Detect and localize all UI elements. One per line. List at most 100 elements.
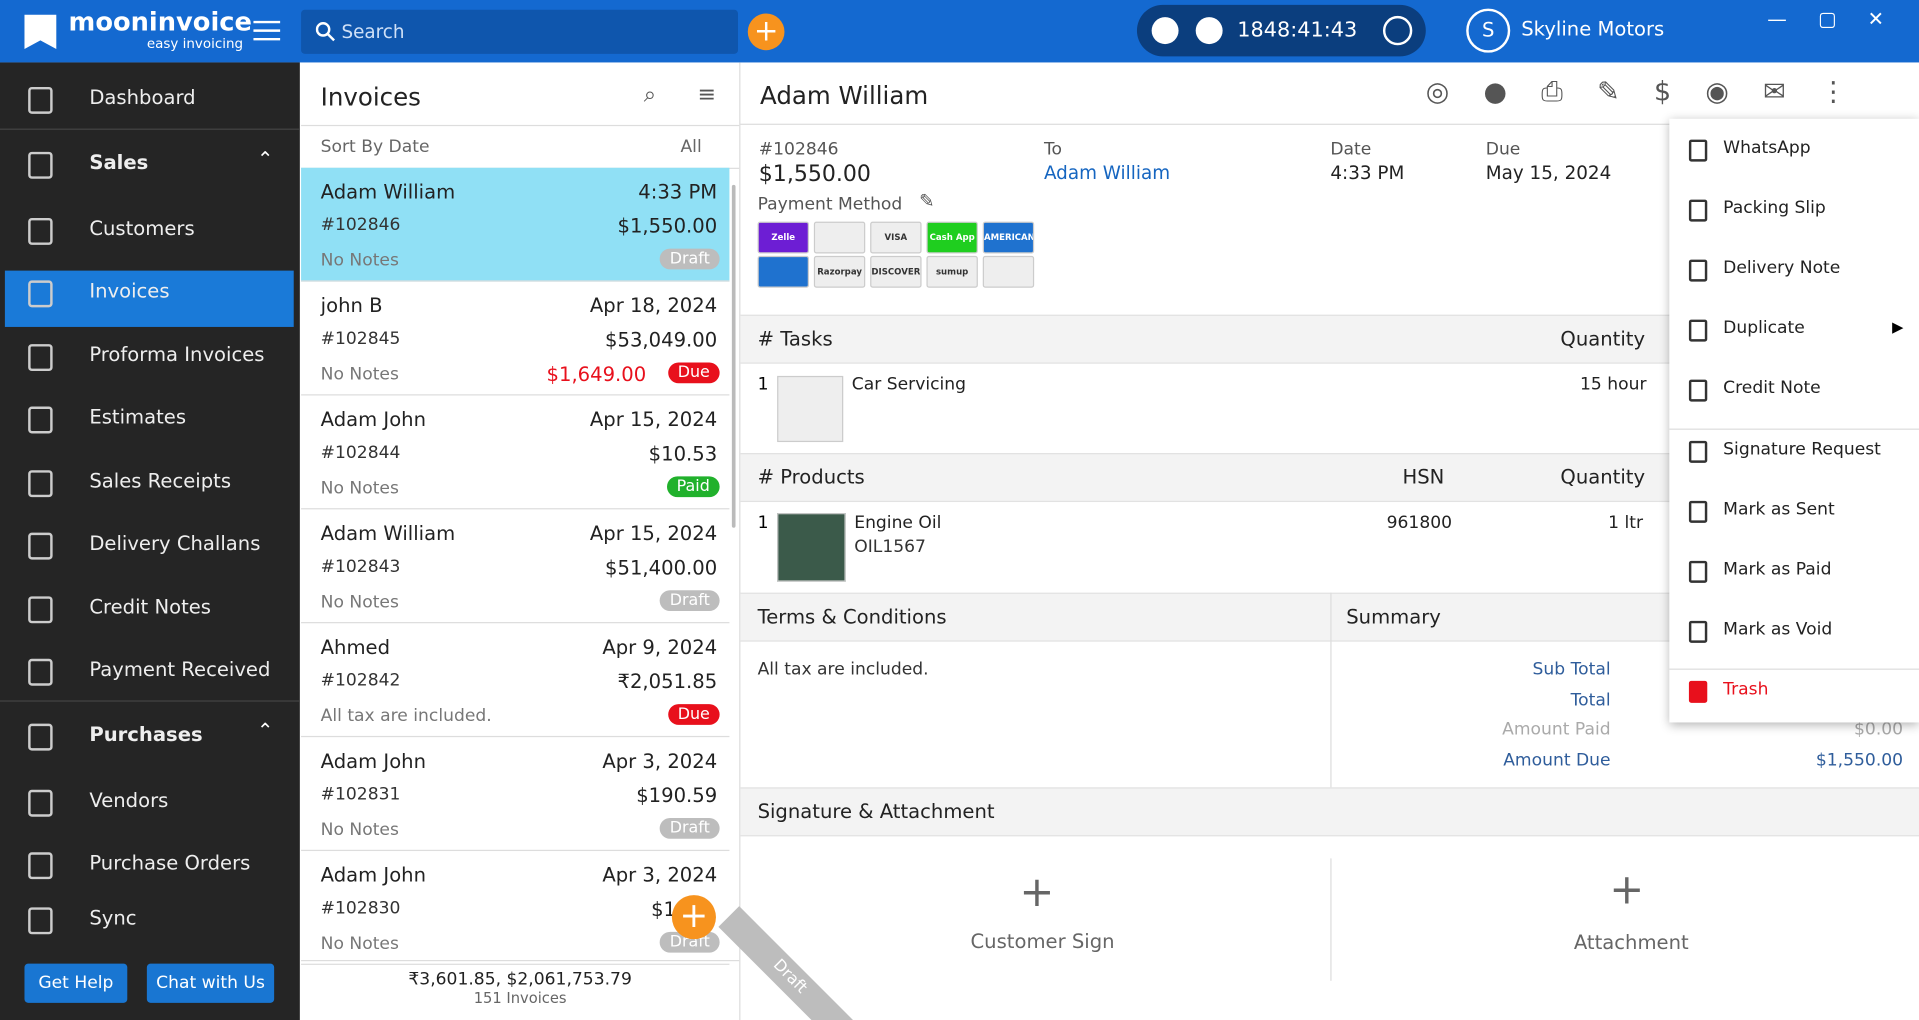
customer-sign[interactable]: Customer Sign — [970, 929, 1115, 953]
invoice-number: #102845 — [320, 329, 401, 349]
sort-bar: Sort By Date All — [301, 124, 740, 169]
task-name: Car Servicing — [851, 374, 967, 395]
nav-item[interactable]: Payment Received — [89, 657, 271, 681]
invoice-customer: Adam John — [320, 863, 427, 887]
nav-item[interactable]: Customers — [89, 216, 195, 241]
invoice-row[interactable]: john B Apr 18, 2024 #102845 $53,049.00 No No… — [301, 282, 730, 396]
product-image — [777, 513, 846, 582]
invoice-row[interactable]: Adam William 4:33 PM #102846 $1,550.00 No No… — [301, 167, 730, 282]
logo-icon — [24, 14, 57, 49]
get-help-button[interactable]: Get Help — [24, 963, 128, 1003]
menu-icon — [1688, 440, 1708, 463]
products-hsn-header: HSN — [1402, 465, 1445, 489]
fab-add[interactable]: + — [671, 895, 716, 940]
nav-icon — [28, 789, 53, 817]
scrollbar — [731, 184, 736, 528]
menu-item[interactable]: Trash — [1723, 679, 1769, 700]
product-name: Engine Oil — [854, 513, 942, 533]
nav-item[interactable]: Sync — [89, 906, 137, 930]
menu-item[interactable]: Mark as Void — [1723, 619, 1833, 640]
menu-divider — [1669, 668, 1919, 670]
column-divider — [1330, 592, 1332, 788]
payment-logo — [982, 255, 1035, 288]
invoice-notes: No Notes — [320, 934, 399, 954]
collapse-arrow: ⌃ — [257, 146, 274, 171]
invoice-number: #102830 — [320, 898, 401, 919]
nav-item[interactable]: Estimates — [89, 405, 187, 429]
summary-header: Summary — [1346, 604, 1441, 629]
invoice-date: Apr 15, 2024 — [589, 521, 718, 545]
invoice-row[interactable]: Ahmed Apr 9, 2024 #102842 ₹2,051.85 All tax … — [301, 623, 730, 738]
nav-item[interactable]: Invoices — [89, 279, 170, 303]
to-name[interactable]: Adam William — [1043, 161, 1171, 184]
nav-icon — [28, 86, 53, 114]
tagline: easy invoicing — [146, 35, 244, 52]
nav-item[interactable]: Purchase Orders — [89, 851, 251, 875]
nav-item[interactable]: Proforma Invoices — [89, 342, 265, 367]
product-hsn: 961800 — [1386, 513, 1453, 533]
invoice-date: Apr 3, 2024 — [602, 749, 718, 773]
invoice-row[interactable]: Adam John Apr 3, 2024 #102830 $1 No Notes Dra… — [301, 851, 730, 965]
nav-item[interactable]: Sales Receipts — [89, 468, 232, 493]
invoice-customer: Ahmed — [320, 635, 391, 659]
invoice-row[interactable]: Adam William Apr 15, 2024 #102843 $51,400.0… — [301, 509, 730, 624]
chat-button[interactable]: Chat with Us — [146, 963, 275, 1003]
summary-label: Total — [1570, 690, 1611, 710]
list-filter[interactable]: ≡ — [697, 82, 717, 108]
invoice-row[interactable]: Adam John Apr 3, 2024 #102831 $190.59 No Not… — [301, 737, 730, 852]
menu-item[interactable]: Duplicate — [1723, 318, 1805, 338]
stop-button[interactable] — [1195, 17, 1223, 45]
nav-section[interactable]: Sales — [89, 150, 149, 174]
date: 4:33 PM — [1330, 161, 1405, 184]
menu-item[interactable]: Delivery Note — [1723, 258, 1841, 278]
nav-section[interactable]: Purchases — [89, 722, 203, 746]
invoice-date: Apr 9, 2024 — [602, 635, 718, 659]
nav-item[interactable]: Delivery Challans — [89, 531, 261, 555]
invoice-amount: ₹2,051.85 — [617, 669, 718, 694]
invoice-status: Due — [667, 362, 720, 384]
attachment[interactable]: Attachment — [1573, 930, 1689, 954]
filter[interactable]: All — [680, 137, 702, 157]
nav-icon — [28, 658, 53, 686]
window-controls[interactable]: — ▢ ✕ — [1767, 7, 1884, 31]
timer: 1848:41:43 — [1136, 4, 1426, 57]
pause-button[interactable] — [1151, 17, 1179, 45]
edit-payment[interactable]: ✎ — [919, 189, 935, 212]
invoice-row[interactable]: Adam John Apr 15, 2024 #102844 $10.53 No Not… — [301, 396, 730, 510]
nav-item[interactable]: Credit Notes — [89, 595, 212, 619]
toolbar[interactable]: ◎●⎙✎$◉✉⋮ — [1425, 77, 1882, 108]
menu-item[interactable]: WhatsApp — [1723, 138, 1811, 158]
product-index: 1 — [757, 513, 769, 533]
add-button[interactable]: + — [747, 13, 785, 51]
invoice-amount: $53,049.00 — [605, 328, 718, 352]
menu-icon — [1688, 680, 1708, 703]
section-header — [740, 787, 1919, 837]
tasks-quantity-header: Quantity — [1560, 326, 1646, 351]
menu-button[interactable] — [253, 20, 281, 42]
nav-item[interactable]: Vendors — [89, 788, 169, 812]
menu-item[interactable]: Mark as Paid — [1723, 559, 1832, 580]
timer-value: 1848:41:43 — [1237, 18, 1358, 43]
menu-item[interactable]: Credit Note — [1723, 378, 1821, 398]
account-avatar[interactable]: S — [1466, 8, 1511, 53]
task-quantity: 15 hour — [1579, 374, 1647, 395]
invoice-amount: $190.59 — [636, 783, 718, 807]
attach-plus[interactable]: + — [1609, 865, 1645, 915]
sort[interactable]: Sort By Date — [320, 137, 430, 157]
invoice-date: Apr 15, 2024 — [589, 407, 718, 432]
info-button[interactable] — [1382, 15, 1413, 46]
menu-item[interactable]: Mark as Sent — [1723, 499, 1835, 520]
invoice-status: Draft — [659, 248, 720, 270]
account-name[interactable]: Skyline Motors — [1521, 17, 1665, 41]
section-divider — [0, 128, 300, 130]
sign-plus[interactable]: + — [1019, 868, 1055, 918]
nav-item[interactable]: Dashboard — [89, 85, 196, 109]
list-search[interactable]: ⌕ — [643, 82, 657, 108]
search-box[interactable]: Search — [301, 9, 738, 54]
summary-value: $1,550.00 — [1815, 750, 1904, 770]
menu-item[interactable]: Packing Slip — [1723, 198, 1826, 218]
menu-item[interactable]: Signature Request — [1723, 439, 1881, 460]
nav-icon — [28, 852, 53, 880]
menu-icon — [1688, 139, 1708, 162]
